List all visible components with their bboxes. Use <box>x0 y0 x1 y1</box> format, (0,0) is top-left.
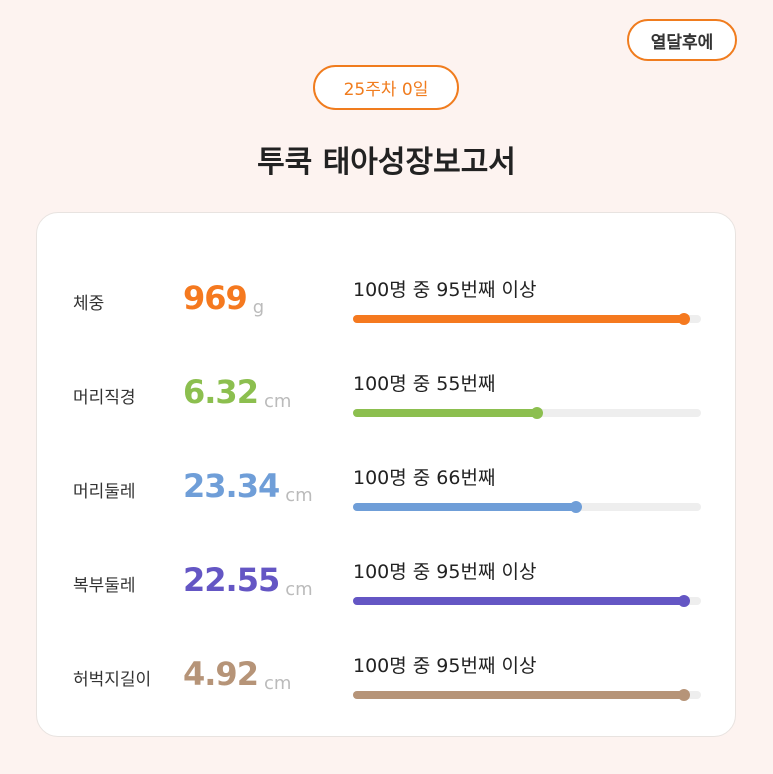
page-title: 투쿡 태아성장보고서 <box>257 145 516 180</box>
percentile-bar <box>353 501 701 513</box>
percentile-bar-fill <box>353 315 684 323</box>
metric-unit: g <box>252 297 265 318</box>
metric-unit: cm <box>263 673 292 694</box>
percentile-marker <box>677 313 690 325</box>
metric-value: 4.92 <box>183 655 259 693</box>
metric-unit: cm <box>285 579 313 600</box>
percentile-bar <box>353 407 701 419</box>
metric-unit: cm <box>285 485 313 506</box>
rank-text: 100명 중 55번째 <box>353 373 496 395</box>
metric-unit: cm <box>263 391 292 412</box>
metric-value-group: 22.55 cm <box>183 561 313 600</box>
metric-value: 23.34 <box>183 467 280 505</box>
rank-text: 100명 중 95번째 이상 <box>353 561 537 583</box>
metric-row-bpd: 머리직경 6.32 cm 100명 중 55번째 <box>37 365 737 445</box>
metric-row-hc: 머리둘레 23.34 cm 100명 중 66번째 <box>37 459 737 539</box>
metric-label: 머리둘레 <box>73 482 136 502</box>
metric-value-group: 4.92 cm <box>183 655 292 694</box>
percentile-bar-fill <box>353 691 684 699</box>
metric-label: 허벅지길이 <box>73 670 152 690</box>
metric-value-group: 23.34 cm <box>183 467 313 506</box>
metric-value: 22.55 <box>183 561 280 599</box>
metric-value: 6.32 <box>183 373 259 411</box>
rank-text: 100명 중 95번째 이상 <box>353 279 537 301</box>
rank-text: 100명 중 66번째 <box>353 467 496 489</box>
percentile-bar <box>353 595 701 607</box>
percentile-bar <box>353 313 701 325</box>
percentile-marker <box>677 595 690 607</box>
percentile-bar-fill <box>353 409 538 417</box>
metric-row-ac: 복부둘레 22.55 cm 100명 중 95번째 이상 <box>37 553 737 633</box>
metric-label: 머리직경 <box>73 388 136 408</box>
percentile-bar <box>353 689 701 701</box>
metric-row-weight: 체중 969 g 100명 중 95번째 이상 <box>37 271 737 351</box>
metric-row-fl: 허벅지길이 4.92 cm 100명 중 95번째 이상 <box>37 647 737 727</box>
metric-value-group: 6.32 cm <box>183 373 292 412</box>
percentile-bar-fill <box>353 503 576 511</box>
percentile-marker <box>569 501 582 513</box>
metric-label: 복부둘레 <box>73 576 136 596</box>
growth-report-card: 체중 969 g 100명 중 95번째 이상 머리직경 6.32 cm 100명 … <box>36 212 736 737</box>
metric-value-group: 969 g <box>183 279 265 318</box>
percentile-bar-fill <box>353 597 684 605</box>
percentile-marker <box>677 689 690 701</box>
rank-text: 100명 중 95번째 이상 <box>353 655 537 677</box>
metric-value: 969 <box>183 279 248 317</box>
week-badge: 25주차 0일 <box>313 65 459 110</box>
metric-label: 체중 <box>73 294 105 314</box>
percentile-marker <box>531 407 544 419</box>
next-month-button[interactable]: 열달후에 <box>627 19 737 61</box>
